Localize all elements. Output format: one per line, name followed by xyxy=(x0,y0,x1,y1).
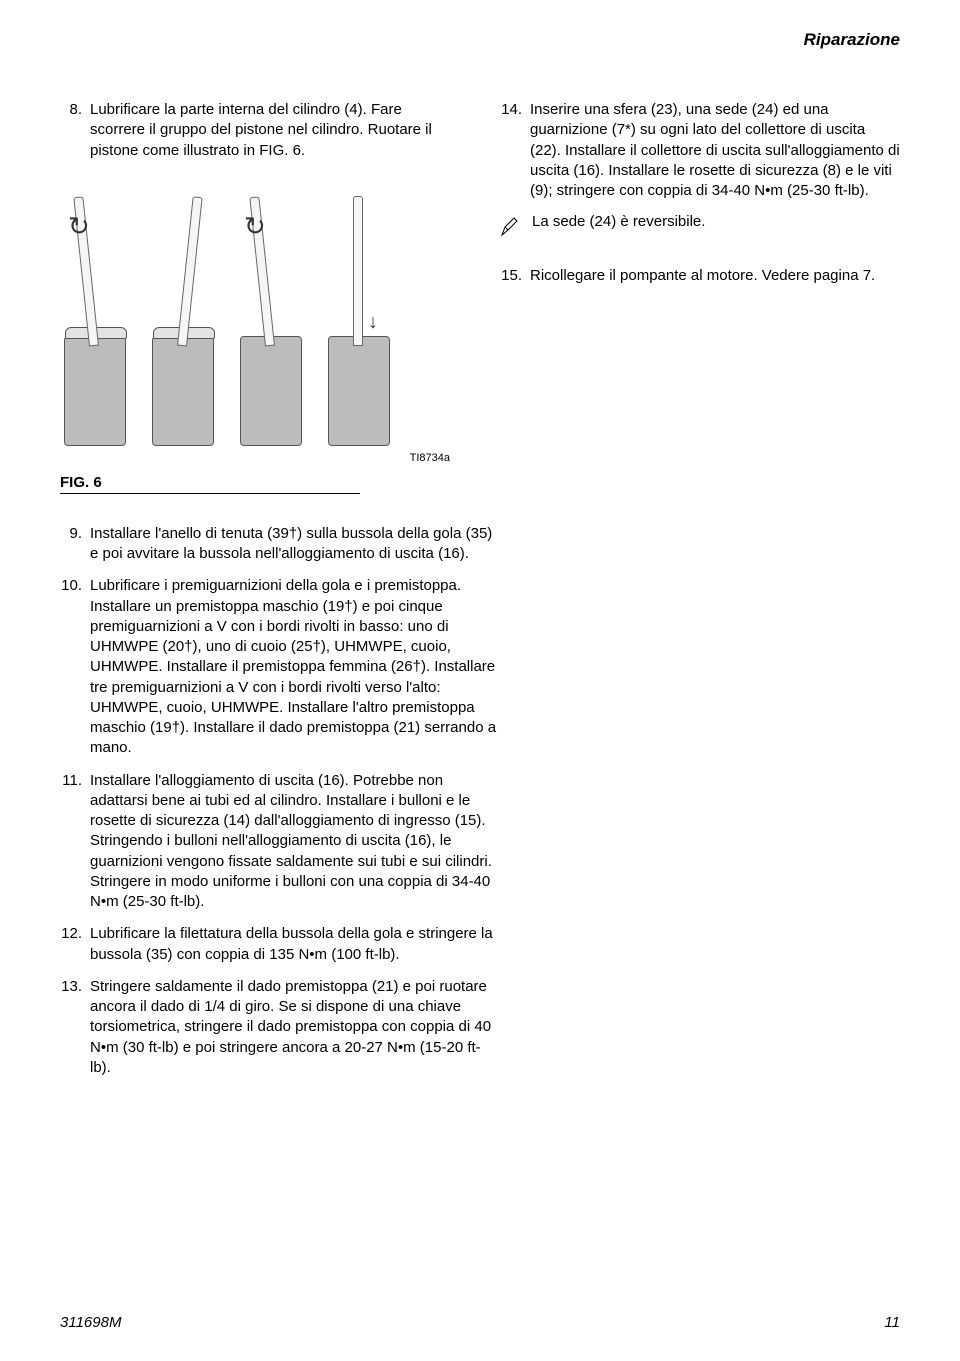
step-text: Inserire una sfera (23), una sede (24) e… xyxy=(530,100,900,201)
fig-prefix: F xyxy=(60,474,69,491)
step-15: 15. Ricollegare il pompante al motore. V… xyxy=(500,266,900,286)
step-11: 11. Installare l'alloggiamento di uscita… xyxy=(60,771,497,913)
step-number: 14. xyxy=(500,100,530,201)
figure-rule xyxy=(60,493,360,494)
rotate-arrow-icon: ↻ xyxy=(68,211,90,242)
down-arrow-icon: ↓ xyxy=(368,311,378,334)
cylinder-4: ↓ xyxy=(324,186,394,446)
step-text: Lubrificare la parte interna del cilindr… xyxy=(90,100,460,161)
step-number: 10. xyxy=(60,576,90,758)
step-number: 8. xyxy=(60,100,90,161)
section-header: Riparazione xyxy=(804,30,900,50)
step-13: 13. Stringere saldamente il dado premist… xyxy=(60,977,497,1078)
step-10: 10. Lubrificare i premiguarnizioni della… xyxy=(60,576,497,758)
lower-steps: 9. Installare l'anello di tenuta (39†) s… xyxy=(60,524,497,1078)
step-text: Lubrificare la filettatura della bussola… xyxy=(90,924,497,965)
cylinder-2 xyxy=(148,186,218,446)
cylinder-3: ↻ xyxy=(236,186,306,446)
step-12: 12. Lubrificare la filettatura della bus… xyxy=(60,924,497,965)
fig-sc: IG xyxy=(69,474,85,491)
step-number: 15. xyxy=(500,266,530,286)
step-9: 9. Installare l'anello di tenuta (39†) s… xyxy=(60,524,497,565)
step-number: 11. xyxy=(60,771,90,913)
rotate-arrow-icon: ↻ xyxy=(244,211,266,242)
doc-id: 311698M xyxy=(60,1314,121,1331)
page-footer: 311698M 11 xyxy=(60,1314,900,1331)
step-text: Ricollegare il pompante al motore. Veder… xyxy=(530,266,900,286)
right-column: 14. Inserire una sfera (23), una sede (2… xyxy=(500,100,900,494)
figure-code: TI8734a xyxy=(60,452,460,464)
left-column: 8. Lubrificare la parte interna del cili… xyxy=(60,100,460,494)
page-number: 11 xyxy=(884,1314,900,1331)
step-number: 9. xyxy=(60,524,90,565)
cylinder-1: ↻ xyxy=(60,186,130,446)
pencil-icon xyxy=(500,215,522,241)
figure-6: ↻ ↻ ↓ TI8734a xyxy=(60,186,460,464)
step-text: Installare l'alloggiamento di uscita (16… xyxy=(90,771,497,913)
step-number: 12. xyxy=(60,924,90,965)
step-14: 14. Inserire una sfera (23), una sede (2… xyxy=(500,100,900,201)
step-8: 8. Lubrificare la parte interna del cili… xyxy=(60,100,460,161)
note-text: La sede (24) è reversibile. xyxy=(532,213,705,230)
step-text: Lubrificare i premiguarnizioni della gol… xyxy=(90,576,497,758)
step-number: 13. xyxy=(60,977,90,1078)
step-text: Stringere saldamente il dado premistoppa… xyxy=(90,977,497,1078)
figure-label: FIG. 6 xyxy=(60,474,460,491)
step-text: Installare l'anello di tenuta (39†) sull… xyxy=(90,524,497,565)
fig-rest: . 6 xyxy=(85,474,102,491)
note-reversible: La sede (24) è reversibile. xyxy=(500,213,900,241)
